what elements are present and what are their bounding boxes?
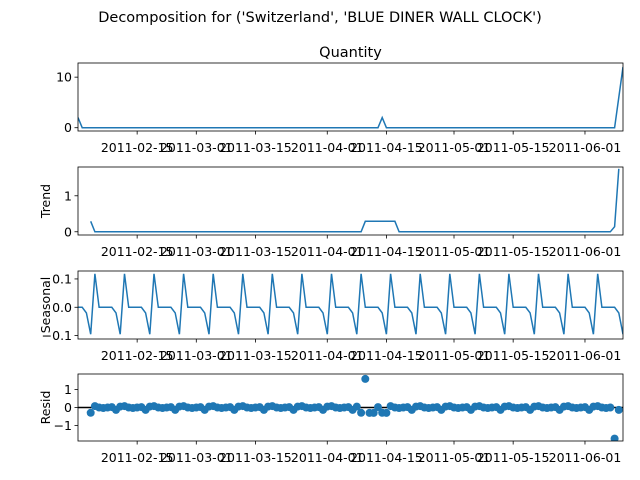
x-tick-label: 2011-05-01 xyxy=(418,450,491,465)
y-tick-label: 0.1 xyxy=(52,271,72,286)
plot-area xyxy=(90,168,620,233)
y-tick-label: −0.1 xyxy=(42,328,72,343)
x-tick-label: 2011-04-15 xyxy=(350,348,423,363)
x-tick-label: 2011-06-01 xyxy=(549,348,622,363)
x-tick-label: 2011-04-01 xyxy=(291,450,364,465)
y-axis-label: Resid xyxy=(38,391,53,425)
x-tick-label: 2011-04-01 xyxy=(291,244,364,259)
resid-point xyxy=(352,402,361,411)
x-tick-label: 2011-04-01 xyxy=(291,140,364,155)
plot-area xyxy=(78,374,623,441)
x-tick-label: 2011-03-15 xyxy=(219,348,292,363)
x-tick-label: 2011-06-01 xyxy=(549,140,622,155)
y-tick-label: 0.0 xyxy=(52,300,72,315)
figure-suptitle: Decomposition for ('Switzerland', 'BLUE … xyxy=(98,10,541,26)
x-tick-label: 2011-03-01 xyxy=(160,140,233,155)
y-tick-label: −1 xyxy=(54,418,72,433)
x-tick-label: 2011-03-01 xyxy=(160,348,233,363)
trend-series-line xyxy=(90,168,620,233)
x-tick-label: 2011-06-01 xyxy=(549,244,622,259)
x-tick-label: 2011-04-15 xyxy=(350,450,423,465)
x-tick-label: 2011-04-15 xyxy=(350,140,423,155)
axes-frame xyxy=(77,166,624,236)
plot-area xyxy=(78,66,623,129)
plot-area xyxy=(78,273,623,335)
resid-point xyxy=(606,403,615,412)
x-tick-label: 2011-04-15 xyxy=(350,244,423,259)
subplot-title: Quantity xyxy=(319,45,382,61)
x-tick-label: 2011-05-15 xyxy=(477,244,550,259)
x-tick-label: 2011-06-01 xyxy=(549,450,622,465)
y-tick-label: 0 xyxy=(64,120,72,135)
x-tick-label: 2011-02-15 xyxy=(101,348,174,363)
resid-point xyxy=(382,408,391,417)
y-tick-label: 0 xyxy=(64,400,72,415)
resid-point xyxy=(357,408,366,417)
y-tick-label: 0 xyxy=(64,224,72,239)
subplot-3: 0.1 0.0 −0.1 2011-02-152011-03-012011-03-15… xyxy=(38,270,624,363)
resid-point xyxy=(86,408,95,417)
x-tick-label: 2011-04-01 xyxy=(291,348,364,363)
y-axis-label: Seasonal xyxy=(38,277,53,334)
x-tick-label: 2011-02-15 xyxy=(101,450,174,465)
axes-frame xyxy=(77,270,624,340)
x-tick-label: 2011-05-15 xyxy=(477,348,550,363)
x-tick-label: 2011-03-15 xyxy=(219,244,292,259)
x-tick-label: 2011-03-01 xyxy=(160,244,233,259)
resid-point xyxy=(610,434,619,441)
x-tick-label: 2011-05-15 xyxy=(477,140,550,155)
resid-point xyxy=(369,408,378,417)
x-tick-label: 2011-03-15 xyxy=(219,450,292,465)
x-tick-label: 2011-05-15 xyxy=(477,450,550,465)
y-axis-label: Trend xyxy=(38,184,53,219)
y-tick-label: 1 xyxy=(64,382,72,397)
axes-frame xyxy=(77,62,624,132)
resid-point xyxy=(374,403,382,412)
resid-point xyxy=(614,405,623,414)
seasonal-series-line xyxy=(78,273,623,335)
resid-point xyxy=(361,374,370,383)
y-tick-label: 10 xyxy=(56,70,72,85)
x-tick-label: 2011-05-01 xyxy=(418,140,491,155)
x-tick-label: 2011-03-15 xyxy=(219,140,292,155)
quantity-series-line xyxy=(78,66,623,129)
x-tick-label: 2011-05-01 xyxy=(418,244,491,259)
x-tick-label: 2011-05-01 xyxy=(418,348,491,363)
x-tick-label: 2011-02-15 xyxy=(101,140,174,155)
x-tick-label: 2011-03-01 xyxy=(160,450,233,465)
y-tick-label: 1 xyxy=(64,188,72,203)
x-tick-label: 2011-02-15 xyxy=(101,244,174,259)
